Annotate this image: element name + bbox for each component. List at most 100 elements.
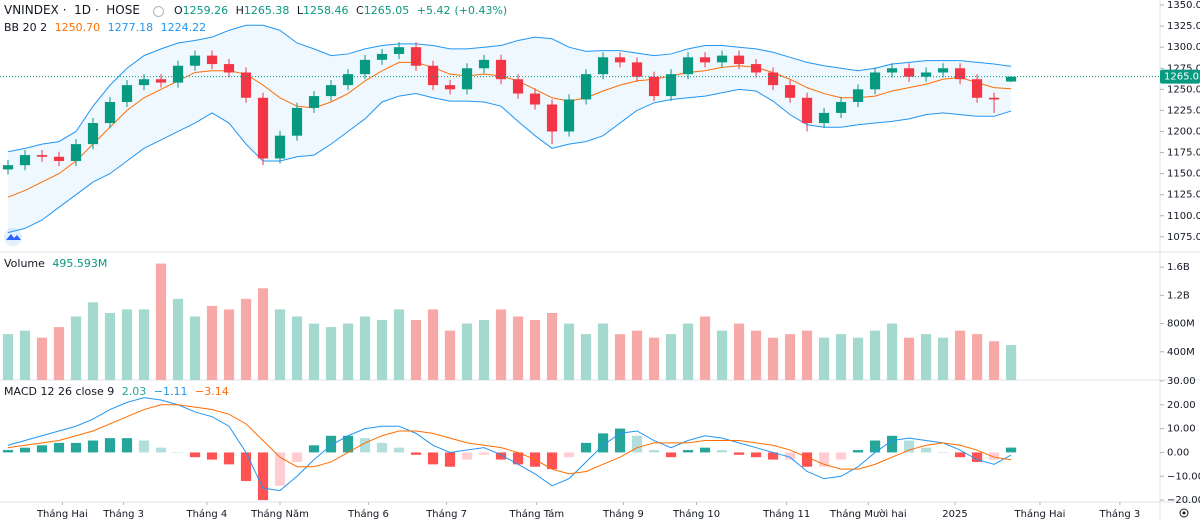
exchange: HOSE <box>106 3 140 17</box>
interval[interactable]: 1D <box>74 3 91 17</box>
histogram-bar <box>869 440 881 453</box>
candle-body <box>427 65 439 86</box>
volume-bar <box>937 337 949 380</box>
candle-body <box>631 62 643 77</box>
candle-body <box>393 47 405 54</box>
volume-bar <box>19 330 31 380</box>
symbol-legend: VNINDEX · 1D · HOSE O1259.26 H1265.38 L125… <box>4 3 511 17</box>
histogram-bar <box>818 452 830 467</box>
y-tick-label: 400M <box>1167 347 1195 358</box>
volume-bar <box>325 327 337 380</box>
signal-line <box>7 404 1012 475</box>
volume-bar <box>801 330 813 380</box>
symbol[interactable]: VNINDEX <box>4 3 59 17</box>
histogram-bar <box>801 452 813 467</box>
volume-bar <box>648 337 660 380</box>
macd-legend[interactable]: MACD 12 26 close 9 2.03 −1.11 −3.14 <box>4 385 233 398</box>
volume-bar <box>70 316 82 380</box>
volume-bar <box>461 323 473 380</box>
histogram-bar <box>631 435 643 453</box>
volume-bar <box>359 316 371 380</box>
volume-bar <box>342 323 354 380</box>
candle-body <box>155 79 167 83</box>
histogram-bar <box>240 452 252 482</box>
candle-body <box>274 135 286 159</box>
candle-body <box>461 68 473 90</box>
candle-body <box>70 144 82 161</box>
volume-title: Volume <box>4 257 45 270</box>
candle-body <box>308 96 320 108</box>
y-tick-label: 1100.00 <box>1167 211 1200 222</box>
histogram-bar <box>478 452 490 455</box>
volume-bar <box>920 334 932 380</box>
histogram-bar <box>971 452 983 462</box>
volume-bar <box>1005 345 1017 380</box>
volume-bar <box>784 334 796 380</box>
volume-bar <box>53 327 65 380</box>
volume-bar <box>733 323 745 380</box>
histogram-bar <box>495 452 507 460</box>
candle-body <box>682 57 694 75</box>
candle-body <box>597 57 609 75</box>
candle-body <box>376 53 388 60</box>
histogram-bar <box>835 452 847 460</box>
volume-legend[interactable]: Volume 495.593M <box>4 257 111 270</box>
histogram-bar <box>342 435 354 453</box>
status-dot[interactable] <box>153 5 165 17</box>
x-tick-label: Tháng 9 <box>602 508 644 520</box>
candle-body <box>359 59 371 75</box>
y-tick-label: 1150.00 <box>1167 169 1200 180</box>
volume-bar <box>818 337 830 380</box>
y-tick-label: 20.00 <box>1167 400 1196 411</box>
y-tick-label: 1125.00 <box>1167 190 1200 201</box>
volume-bar <box>614 334 626 380</box>
candle-body <box>240 72 252 98</box>
volume-bar <box>478 320 490 380</box>
volume-bar <box>869 330 881 380</box>
histogram-bar <box>750 452 762 458</box>
volume-bar <box>274 309 286 380</box>
y-tick-label: 0.00 <box>1167 447 1189 458</box>
volume-bar <box>716 330 728 380</box>
candle-body <box>291 107 303 136</box>
histogram-bar <box>597 433 609 453</box>
volume-bar <box>138 309 150 380</box>
ohlc-prefix: O <box>173 4 183 17</box>
volume-bar <box>835 334 847 380</box>
histogram-bar <box>580 442 592 453</box>
open-value: 1259.26 <box>182 4 229 17</box>
close-value: 1265.05 <box>363 4 410 17</box>
candle-body <box>665 74 677 97</box>
candle-body <box>19 155 31 166</box>
candle-body <box>954 68 966 80</box>
histogram-bar <box>767 452 779 460</box>
histogram-bar <box>665 452 677 458</box>
histogram-bar <box>699 447 711 453</box>
y-tick-label: 1200.00 <box>1167 126 1200 137</box>
candle-body <box>614 57 626 63</box>
volume-bar <box>767 337 779 380</box>
candle-body <box>563 99 575 132</box>
volume-bar <box>104 312 116 380</box>
x-tick-label: Tháng 3 <box>1098 508 1140 520</box>
bb-legend[interactable]: BB 20 2 1250.70 1277.18 1224.22 <box>4 21 210 34</box>
histogram-bar <box>376 442 388 453</box>
candle-body <box>257 97 269 159</box>
y-tick-label: 1350.00 <box>1167 0 1200 11</box>
volume-bar <box>988 341 1000 380</box>
y-tick-label: 1.2B <box>1167 290 1190 301</box>
band-fill <box>7 25 1012 233</box>
histogram-bar <box>172 452 184 453</box>
x-tick-label: Tháng Hai <box>1014 508 1066 520</box>
histogram-bar <box>87 440 99 453</box>
y-tick-label: 800M <box>1167 319 1195 330</box>
histogram-bar <box>2 450 14 453</box>
histogram-bar <box>444 452 456 467</box>
candle-body <box>920 72 932 77</box>
volume-bar <box>852 337 864 380</box>
histogram-bar <box>410 452 422 455</box>
settings-button[interactable] <box>1179 508 1189 518</box>
volume-bar <box>529 320 541 380</box>
signal-value: −3.14 <box>195 385 229 398</box>
bb-title: BB 20 2 <box>4 21 48 34</box>
